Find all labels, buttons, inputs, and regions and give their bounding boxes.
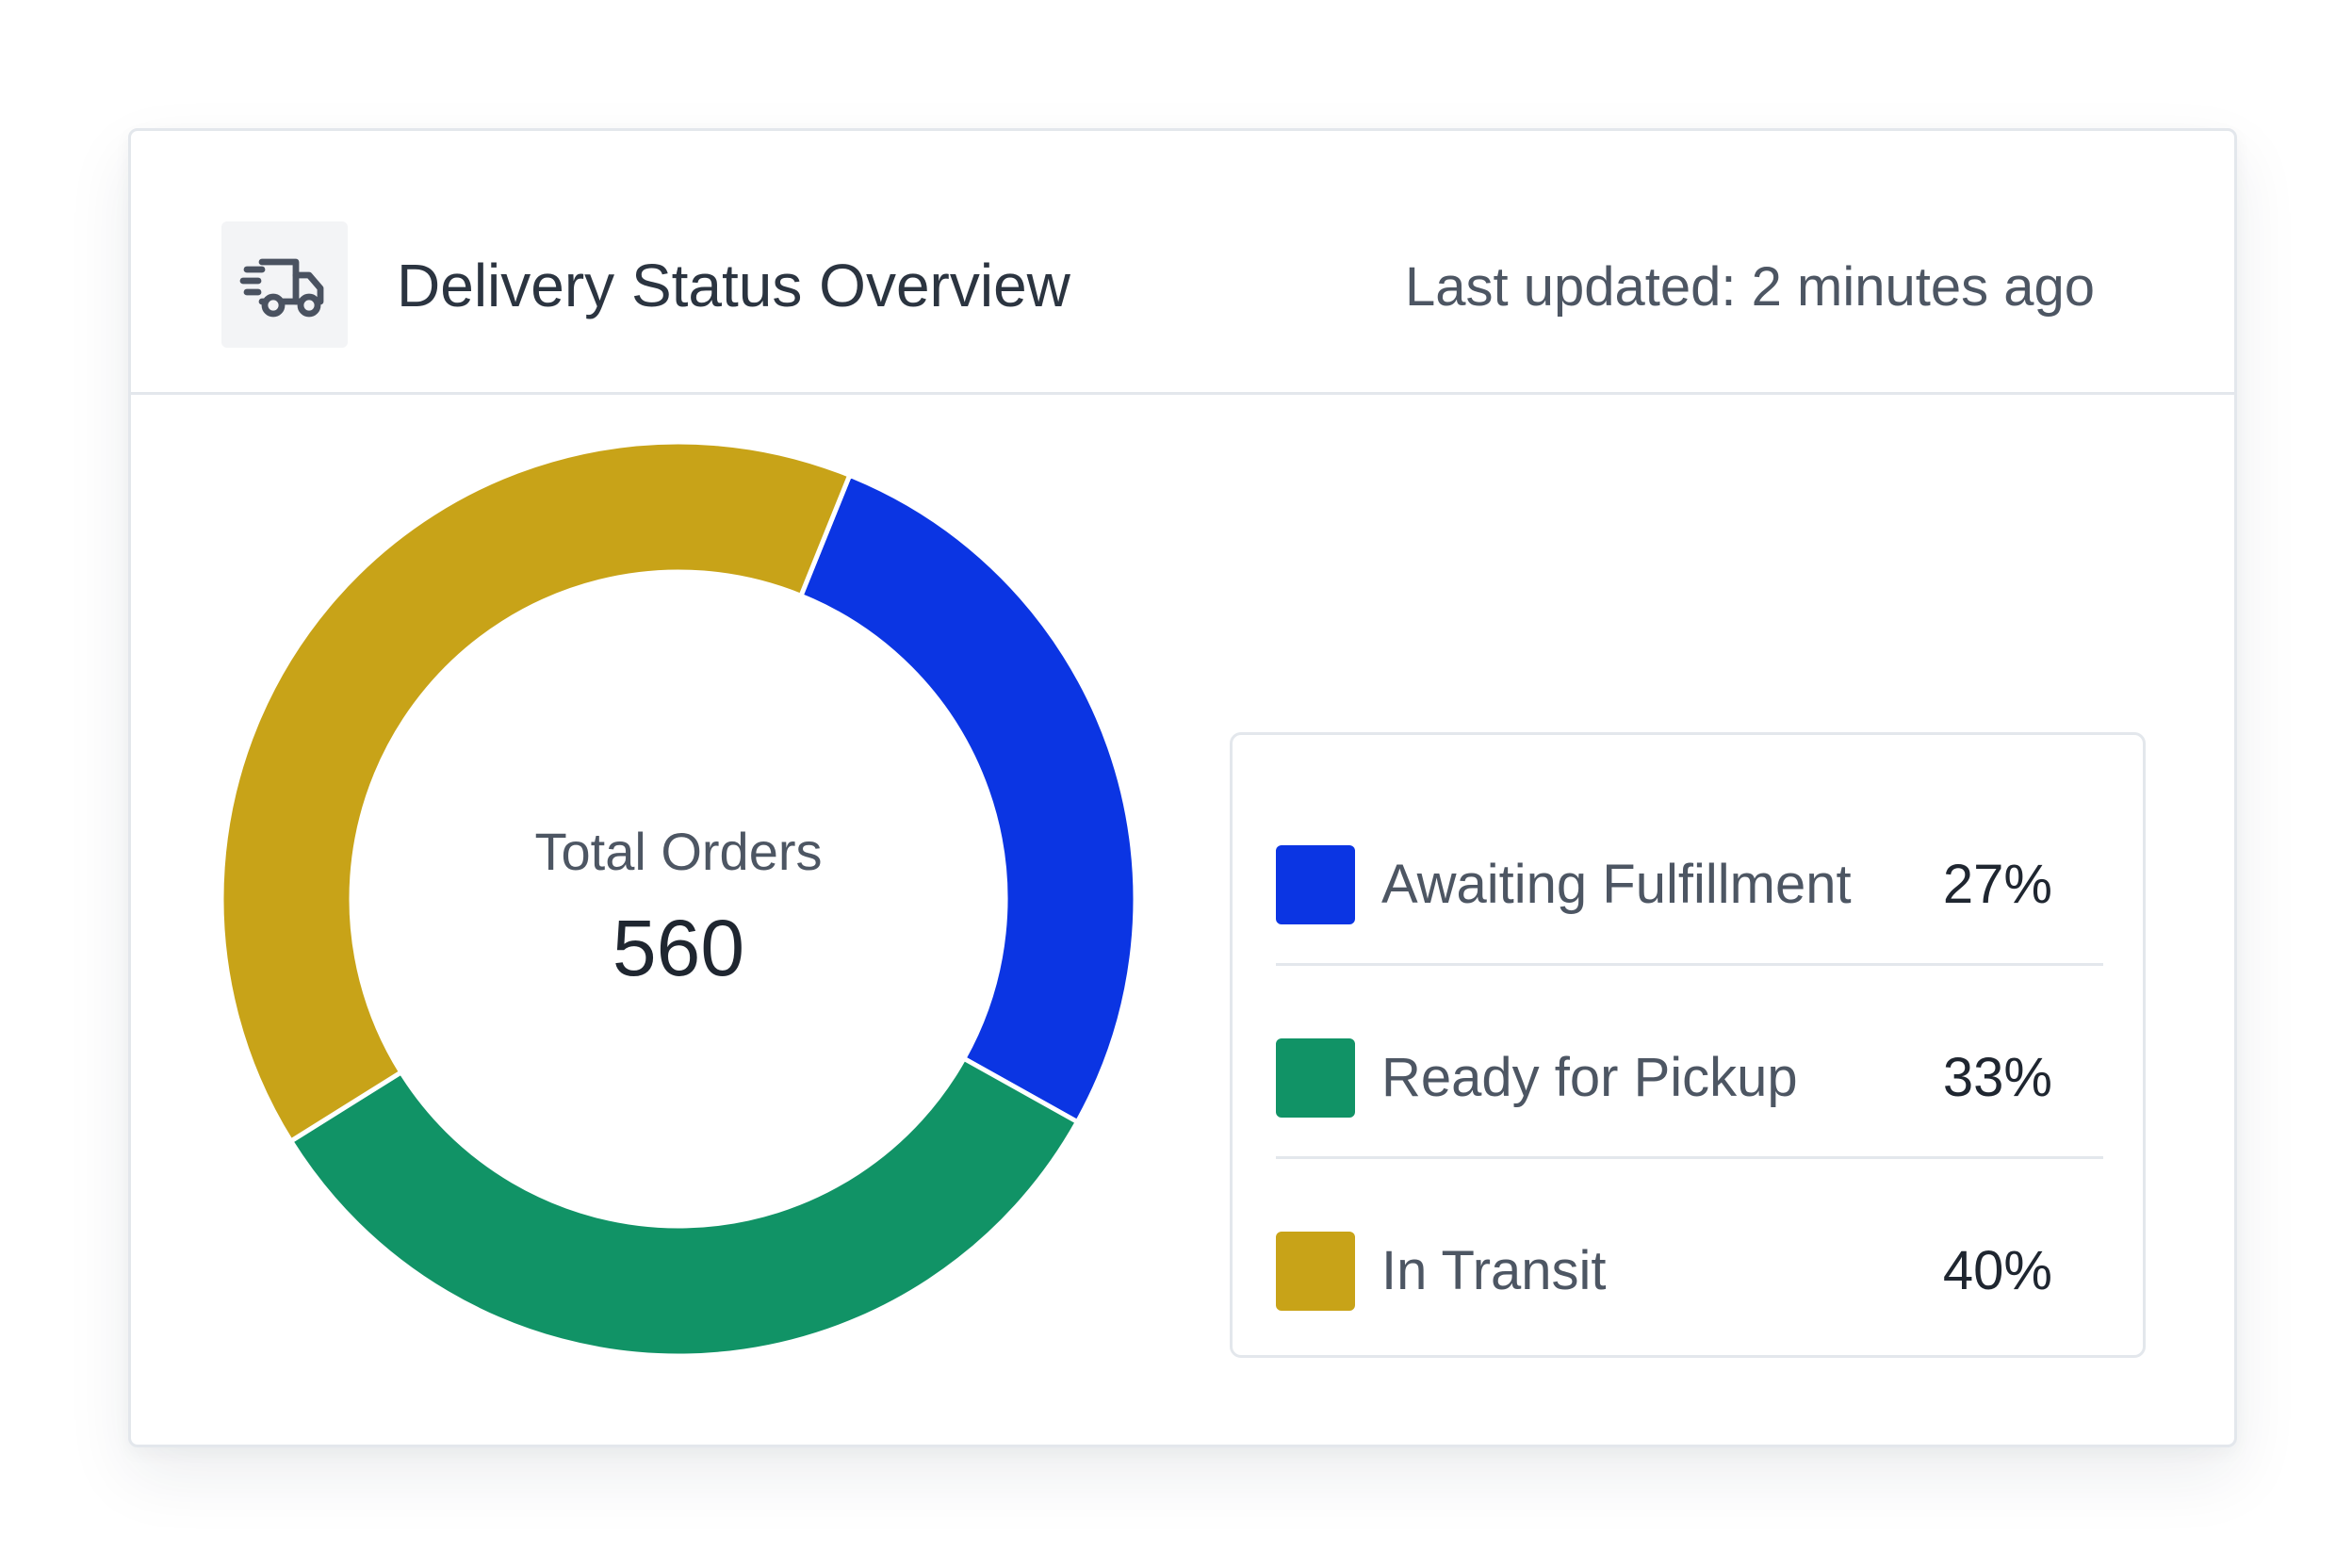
donut-slice-in-transit — [221, 442, 853, 1145]
legend-swatch — [1276, 1232, 1355, 1311]
delivery-status-card: Delivery Status Overview Last updated: 2… — [128, 128, 2237, 1447]
total-orders-value: 560 — [612, 904, 745, 992]
legend-percent: 33% — [1942, 1047, 2052, 1108]
legend-swatch — [1276, 845, 1355, 924]
donut-slice-ready-for-pickup — [287, 1054, 1081, 1356]
legend-swatch — [1276, 1038, 1355, 1118]
legend-percent: 27% — [1942, 854, 2052, 915]
donut-slice-awaiting-fulfillment — [797, 472, 1135, 1126]
legend-label: Ready for Pickup — [1381, 1047, 1798, 1108]
legend-percent: 40% — [1942, 1240, 2052, 1301]
card-header: Delivery Status Overview Last updated: 2… — [131, 131, 2234, 395]
legend-label: Awaiting Fulfillment — [1381, 854, 1852, 915]
total-orders-label: Total Orders — [534, 822, 823, 881]
truck-icon — [239, 258, 324, 318]
donut-chart-svg — [221, 442, 1135, 1356]
legend-label: In Transit — [1381, 1240, 1607, 1301]
truck-icon-box — [221, 221, 348, 348]
legend-item-ready-for-pickup: Ready for Pickup 33% — [1276, 966, 2103, 1159]
donut-chart: Total Orders 560 — [221, 442, 1135, 1356]
last-updated-text: Last updated: 2 minutes ago — [1405, 256, 2095, 318]
card-title: Delivery Status Overview — [397, 252, 1070, 319]
legend-item-awaiting-fulfillment: Awaiting Fulfillment 27% — [1276, 773, 2103, 966]
legend-item-in-transit: In Transit 40% — [1276, 1159, 2103, 1352]
chart-legend: Awaiting Fulfillment 27% Ready for Picku… — [1230, 732, 2146, 1358]
